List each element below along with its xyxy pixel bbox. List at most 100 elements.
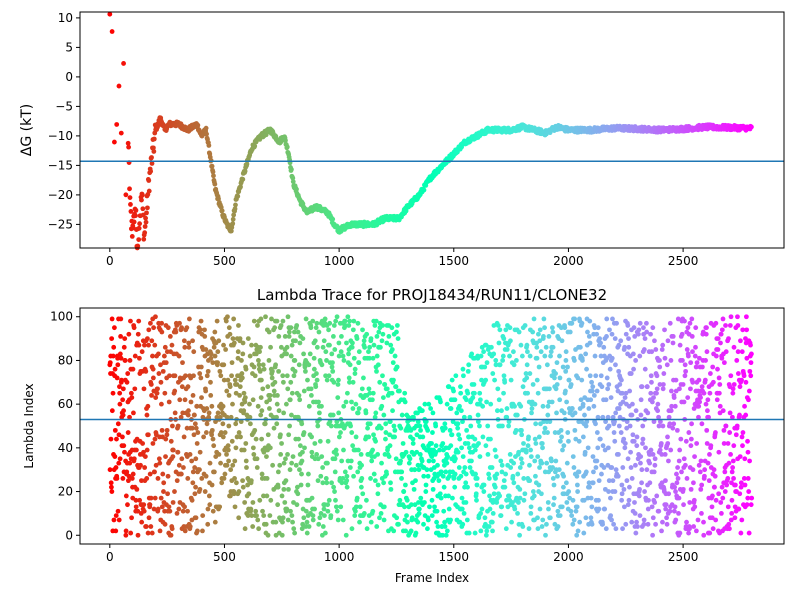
bottom-data-point	[635, 524, 640, 529]
bottom-data-point	[289, 460, 295, 466]
bottom-data-point	[694, 528, 699, 534]
bottom-data-point	[500, 353, 506, 359]
bottom-data-point	[341, 403, 347, 409]
bottom-data-point	[641, 521, 647, 527]
bottom-data-point	[593, 465, 599, 470]
bottom-data-point	[261, 449, 267, 455]
bottom-data-point	[607, 327, 612, 333]
bottom-data-point	[616, 406, 622, 411]
bottom-data-point	[707, 371, 713, 376]
bottom-data-point	[242, 399, 248, 405]
bottom-data-point	[504, 347, 510, 352]
bottom-data-point	[682, 462, 688, 468]
bottom-data-point	[568, 382, 574, 387]
bottom-data-point	[487, 506, 493, 512]
bottom-data-point	[688, 486, 694, 492]
bottom-data-point	[730, 390, 736, 396]
bottom-data-point	[326, 497, 332, 503]
bottom-data-point	[590, 480, 596, 486]
bottom-data-point	[130, 471, 136, 477]
bottom-data-point	[542, 469, 548, 475]
top-data-point	[135, 243, 141, 249]
bottom-data-point	[341, 447, 346, 453]
bottom-data-point	[629, 519, 635, 525]
bottom-data-point	[174, 478, 180, 484]
bottom-data-point	[149, 530, 155, 536]
bottom-data-point	[160, 368, 166, 374]
bottom-data-point	[339, 334, 344, 339]
bottom-data-point	[181, 465, 186, 470]
bottom-data-point	[667, 421, 673, 427]
bottom-data-point	[375, 491, 381, 497]
bottom-data-point	[458, 473, 464, 479]
bottom-data-point	[263, 314, 268, 320]
top-data-point	[244, 161, 250, 167]
bottom-data-point	[233, 445, 239, 451]
bottom-data-point	[297, 443, 303, 449]
bottom-data-point	[635, 331, 641, 337]
bottom-data-point	[292, 530, 298, 536]
bottom-data-point	[425, 473, 431, 479]
top-data-point	[139, 197, 144, 203]
bottom-data-point	[718, 500, 724, 505]
bottom-data-point	[698, 486, 704, 492]
bottom-data-point	[243, 441, 249, 446]
bottom-data-point	[649, 504, 655, 510]
bottom-data-point	[182, 528, 188, 534]
bottom-data-point	[297, 340, 303, 346]
bottom-data-point	[639, 480, 644, 486]
bottom-data-point	[732, 504, 738, 510]
bottom-data-point	[662, 452, 668, 457]
bottom-data-point	[622, 441, 628, 446]
bottom-data-point	[707, 452, 712, 457]
bottom-data-point	[366, 434, 372, 440]
bottom-data-point	[457, 436, 463, 442]
bottom-data-point	[577, 519, 583, 525]
bottom-data-point	[743, 412, 749, 418]
bottom-data-point	[223, 347, 229, 352]
bottom-data-point	[499, 504, 505, 510]
bottom-data-point	[197, 467, 202, 473]
bottom-data-point	[604, 334, 609, 339]
bottom-x-tick-label: 2000	[553, 550, 584, 564]
bottom-data-point	[748, 342, 753, 348]
bottom-data-point	[690, 467, 696, 473]
bottom-data-point	[594, 331, 600, 337]
bottom-data-point	[506, 493, 512, 499]
bottom-data-point	[607, 366, 613, 372]
bottom-data-point	[561, 443, 567, 449]
bottom-data-point	[322, 513, 327, 518]
bottom-data-point	[713, 517, 719, 523]
top-data-point	[109, 29, 115, 34]
bottom-data-point	[157, 460, 163, 466]
bottom-data-point	[613, 467, 619, 473]
bottom-data-point	[314, 344, 320, 350]
bottom-data-point	[155, 506, 161, 512]
bottom-data-point	[115, 508, 121, 514]
bottom-data-point	[412, 502, 418, 508]
bottom-data-point	[680, 382, 686, 387]
bottom-data-point	[664, 362, 670, 368]
bottom-data-point	[651, 469, 657, 475]
bottom-data-point	[613, 526, 619, 532]
bottom-data-point	[279, 493, 285, 499]
bottom-data-point	[519, 432, 525, 438]
bottom-data-point	[160, 471, 166, 477]
bottom-data-point	[115, 421, 121, 427]
bottom-data-point	[691, 406, 697, 411]
bottom-data-point	[601, 344, 607, 350]
bottom-data-point	[670, 334, 676, 339]
bottom-data-point	[331, 379, 337, 385]
bottom-data-point	[743, 379, 749, 385]
bottom-data-point	[287, 467, 293, 473]
bottom-data-point	[316, 329, 322, 335]
bottom-data-point	[648, 447, 654, 453]
bottom-data-point	[478, 511, 484, 516]
bottom-data-point	[642, 366, 648, 372]
bottom-data-point	[339, 480, 345, 486]
bottom-data-point	[691, 497, 697, 503]
bottom-data-point	[300, 336, 306, 341]
bottom-data-point	[111, 517, 117, 523]
bottom-data-point	[564, 399, 570, 405]
bottom-data-point	[380, 323, 386, 328]
